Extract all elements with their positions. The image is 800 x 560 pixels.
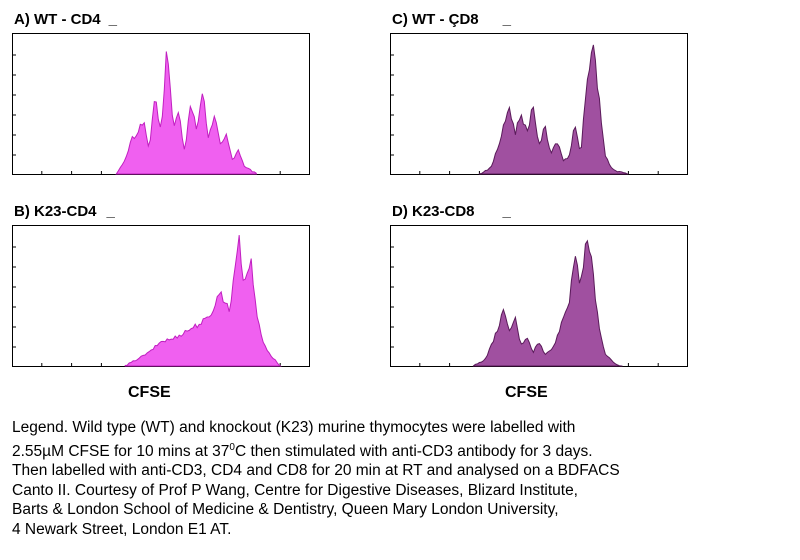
panel-d-title: D) K23-CD8 _ [392, 203, 511, 221]
legend-line-2: 2.55µM CFSE for 10 mins at 370C then sti… [12, 438, 796, 462]
histogram-panel-d [390, 225, 688, 367]
panel-d-title-text: D) K23-CD8 [392, 203, 475, 220]
panel-c-title: C) WT - ÇD8 _ [392, 11, 511, 29]
legend-line-5: Barts & London School of Medicine & Dent… [12, 501, 559, 519]
panel-c-title-text: C) WT - ÇD8 [392, 11, 479, 28]
figure-legend: Legend. Wild type (WT) and knockout (K23… [12, 418, 796, 539]
panel-b-title: B) K23-CD4 _ [14, 203, 115, 221]
panel-b-tick: _ [106, 203, 115, 220]
x-axis-label-left: CFSE [128, 384, 171, 401]
panel-a-title: A) WT - CD4 _ [14, 11, 117, 29]
panel-b-title-text: B) K23-CD4 [14, 203, 97, 220]
histogram-panel-b [12, 225, 310, 367]
legend-line-6: 4 Newark Street, London E1 AT. [12, 520, 232, 538]
x-axis-label-right: CFSE [505, 384, 548, 401]
panel-a-tick: _ [108, 11, 117, 28]
histogram-area [115, 51, 257, 175]
legend-line-4: Canto II. Courtesy of Prof P Wang, Centr… [12, 481, 578, 499]
legend-line-2a: 2.55µM CFSE for 10 mins at 37 [12, 442, 230, 460]
legend-line-3: Then labelled with anti-CD3, CD4 and CD8… [12, 462, 620, 480]
panel-c-tick: _ [502, 11, 511, 28]
legend-line-2b: C then stimulated with anti-CD3 antibody… [234, 442, 593, 460]
histogram-panel-c [390, 33, 688, 175]
histogram-area [124, 235, 282, 367]
histogram-area [478, 44, 629, 175]
legend-line-1: Legend. Wild type (WT) and knockout (K23… [12, 419, 576, 436]
legend-degree-sup: 0 [229, 441, 235, 453]
panel-a-title-text: A) WT - CD4 [14, 11, 101, 28]
histogram-area [472, 239, 623, 367]
panel-d-tick: _ [502, 203, 511, 220]
histogram-panel-a [12, 33, 310, 175]
